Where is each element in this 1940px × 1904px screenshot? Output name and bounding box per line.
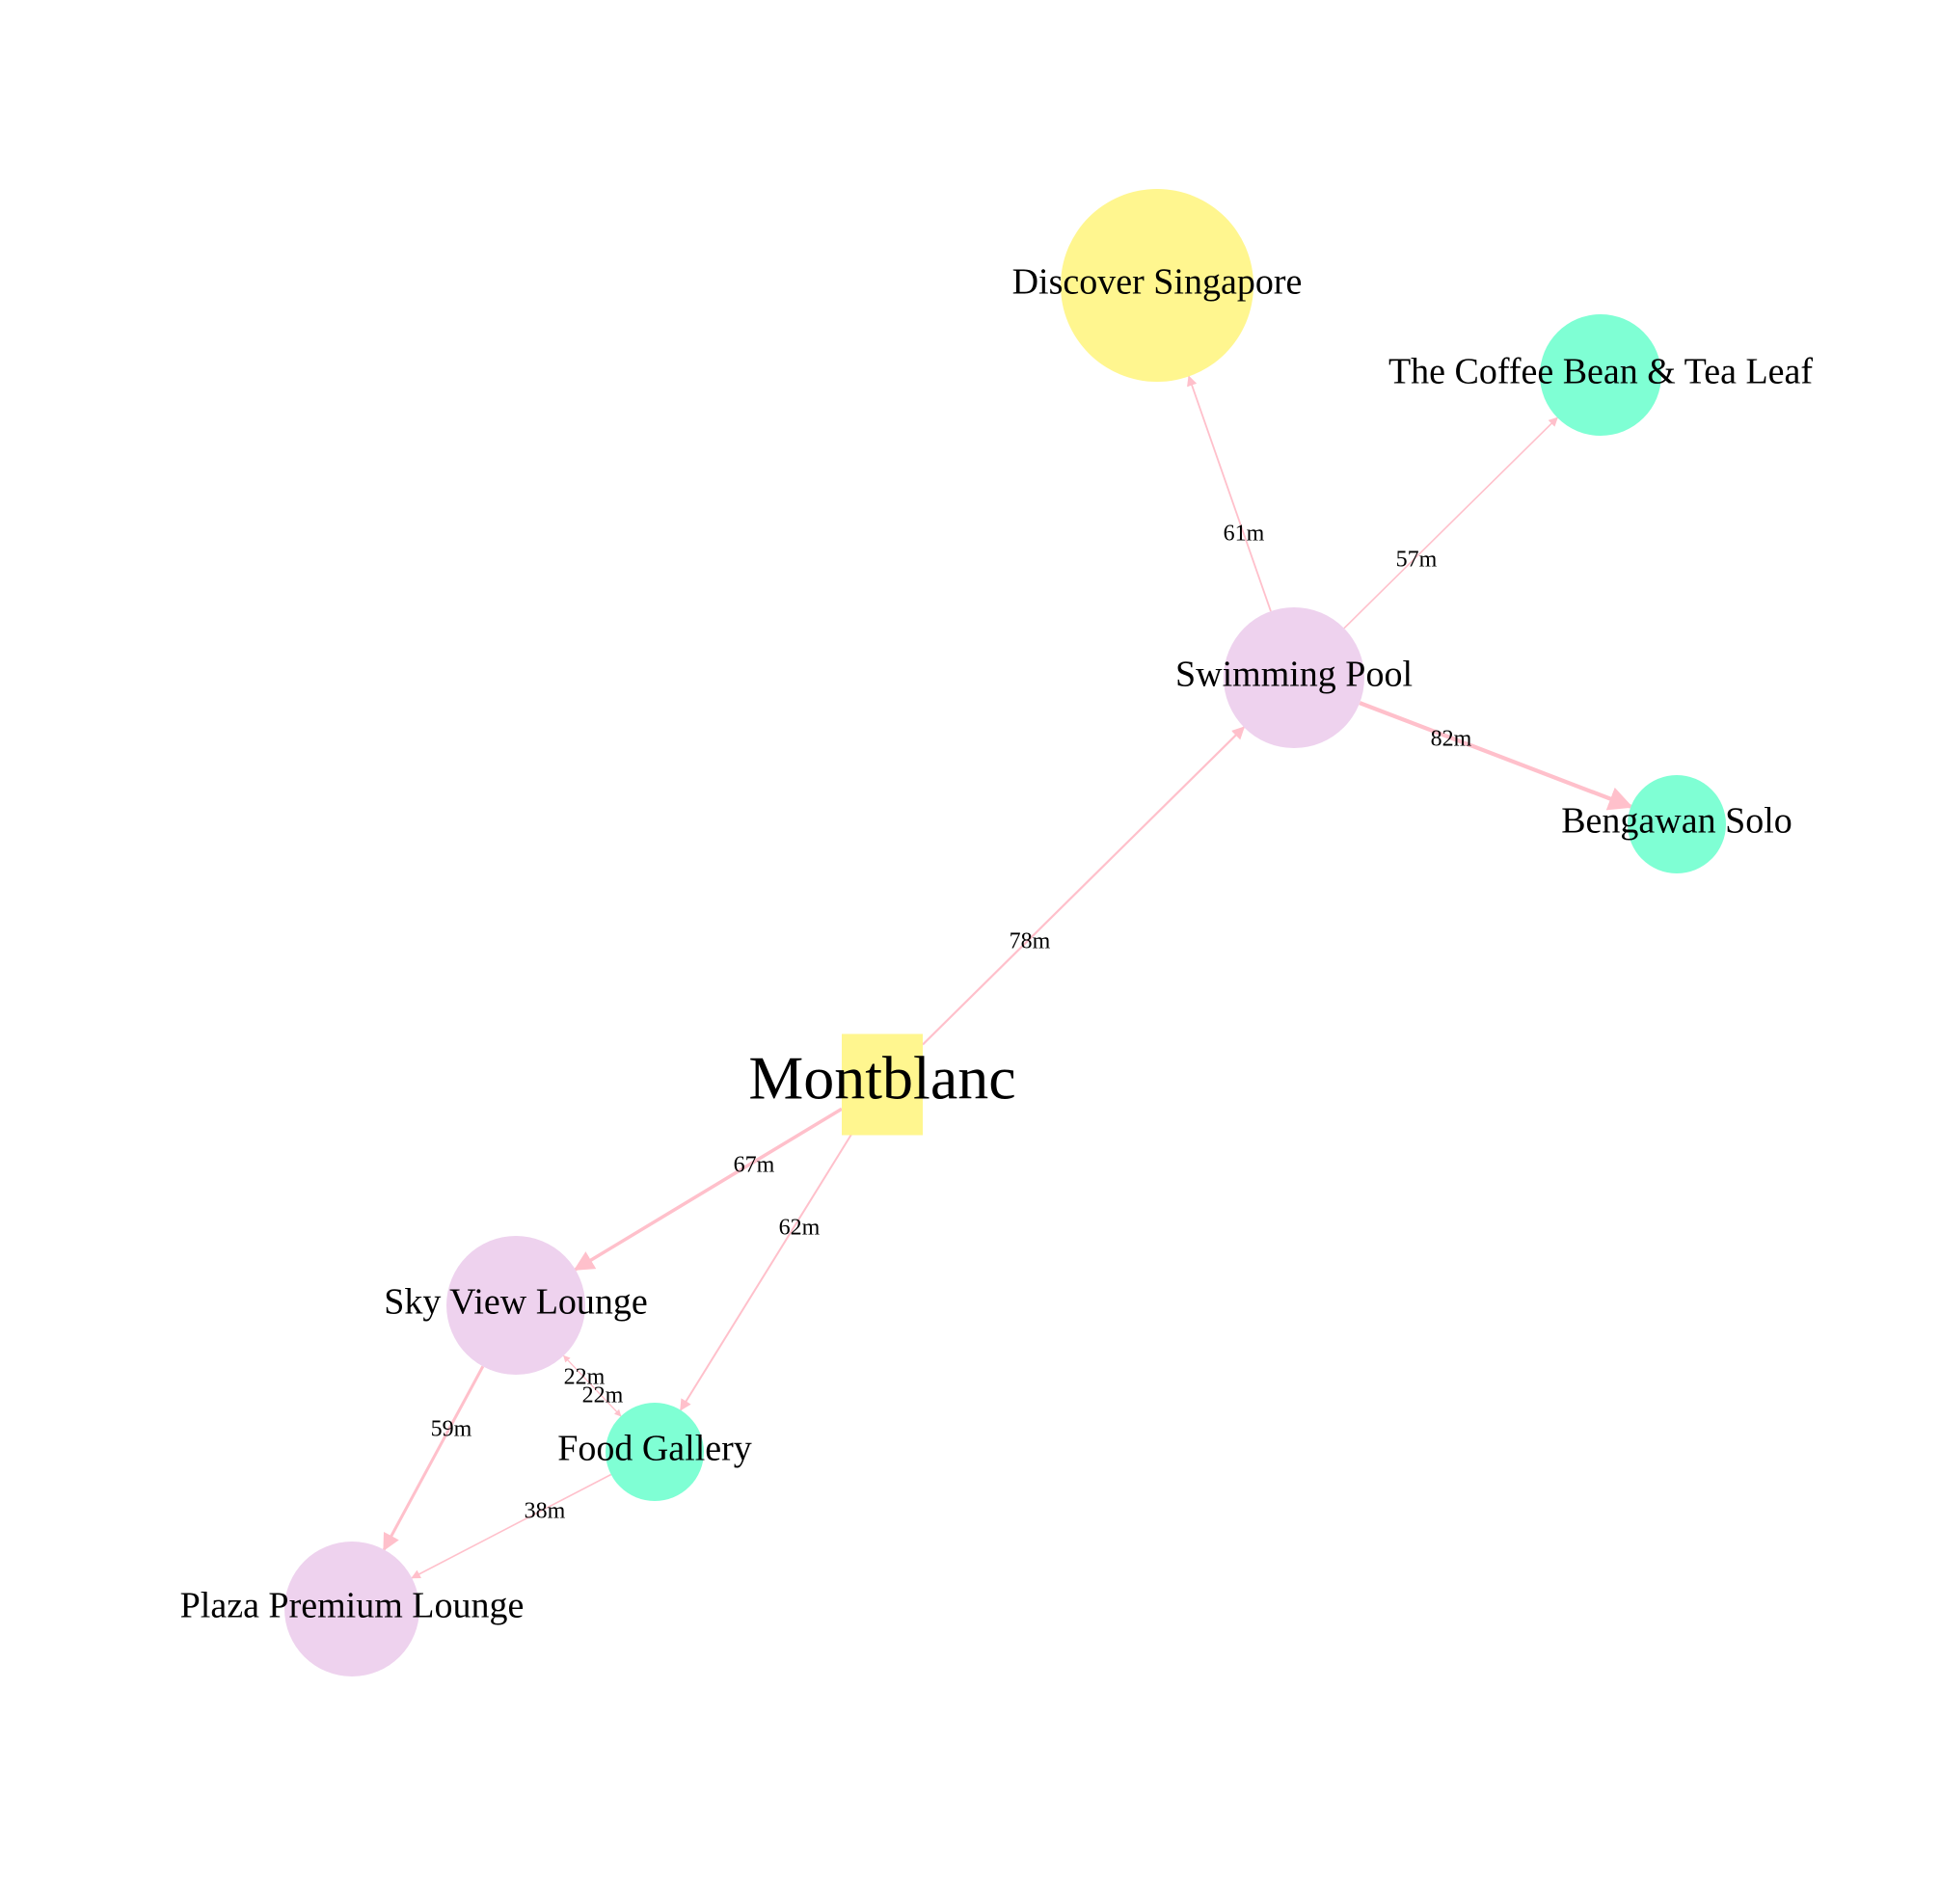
edge-montblanc-to-swimming-pool <box>922 726 1246 1046</box>
node-plaza-premium-lounge <box>284 1542 419 1676</box>
node-label-montblanc: Montblanc <box>748 1044 1015 1113</box>
edge-label-montblanc-to-swimming-pool: 78m <box>1010 929 1051 954</box>
edge-label-montblanc-to-sky-view-lounge: 67m <box>734 1153 775 1178</box>
edge-label-swimming-pool-to-coffee-bean: 57m <box>1396 548 1438 573</box>
edge-swimming-pool-to-bengawan-solo <box>1359 701 1633 811</box>
edge-montblanc-to-food-gallery <box>680 1124 858 1411</box>
edge-label-sky-view-lounge-to-plaza-premium-lounge: 59m <box>431 1417 472 1442</box>
node-labels-layer: Montblanc Discover Singapore Swimming Pool… <box>180 262 1814 1626</box>
node-label-bengawan-solo: Bengawan Solo <box>1561 801 1792 842</box>
node-label-coffee-bean: The Coffee Bean & Tea Leaf <box>1388 352 1813 392</box>
edges-layer <box>382 375 1633 1579</box>
edge-montblanc-to-sky-view-lounge <box>573 1107 843 1272</box>
edge-food-gallery-to-sky-view-lounge <box>563 1354 622 1417</box>
nodes-layer <box>284 189 1726 1676</box>
edge-swimming-pool-to-discover-singapore <box>1187 375 1272 612</box>
edge-label-swimming-pool-to-discover-singapore: 61m <box>1224 522 1265 547</box>
node-swimming-pool <box>1224 607 1364 748</box>
edge-label-food-gallery-to-plaza-premium-lounge: 38m <box>525 1499 566 1524</box>
node-label-plaza-premium-lounge: Plaza Premium Lounge <box>180 1586 525 1626</box>
node-label-sky-view-lounge: Sky View Lounge <box>384 1282 648 1323</box>
edge-label-sky-view-lounge-to-food-gallery: 22m <box>564 1365 606 1390</box>
node-label-swimming-pool: Swimming Pool <box>1175 655 1413 695</box>
node-sky-view-lounge <box>446 1236 585 1375</box>
edge-label-montblanc-to-food-gallery: 62m <box>779 1216 821 1241</box>
node-montblanc <box>842 1033 923 1136</box>
edge-food-gallery-to-plaza-premium-lounge <box>411 1473 612 1579</box>
node-discover-singapore <box>1061 189 1253 382</box>
node-coffee-bean <box>1540 314 1661 436</box>
edge-swimming-pool-to-coffee-bean <box>1343 416 1558 630</box>
node-bengawan-solo <box>1628 775 1726 873</box>
edge-label-swimming-pool-to-bengawan-solo: 82m <box>1431 727 1472 752</box>
edge-label-food-gallery-to-sky-view-lounge: 22m <box>582 1383 624 1408</box>
node-label-food-gallery: Food Gallery <box>557 1429 752 1469</box>
node-food-gallery <box>606 1403 704 1501</box>
node-label-discover-singapore: Discover Singapore <box>1012 262 1303 303</box>
edge-sky-view-lounge-to-plaza-premium-lounge <box>382 1365 485 1551</box>
